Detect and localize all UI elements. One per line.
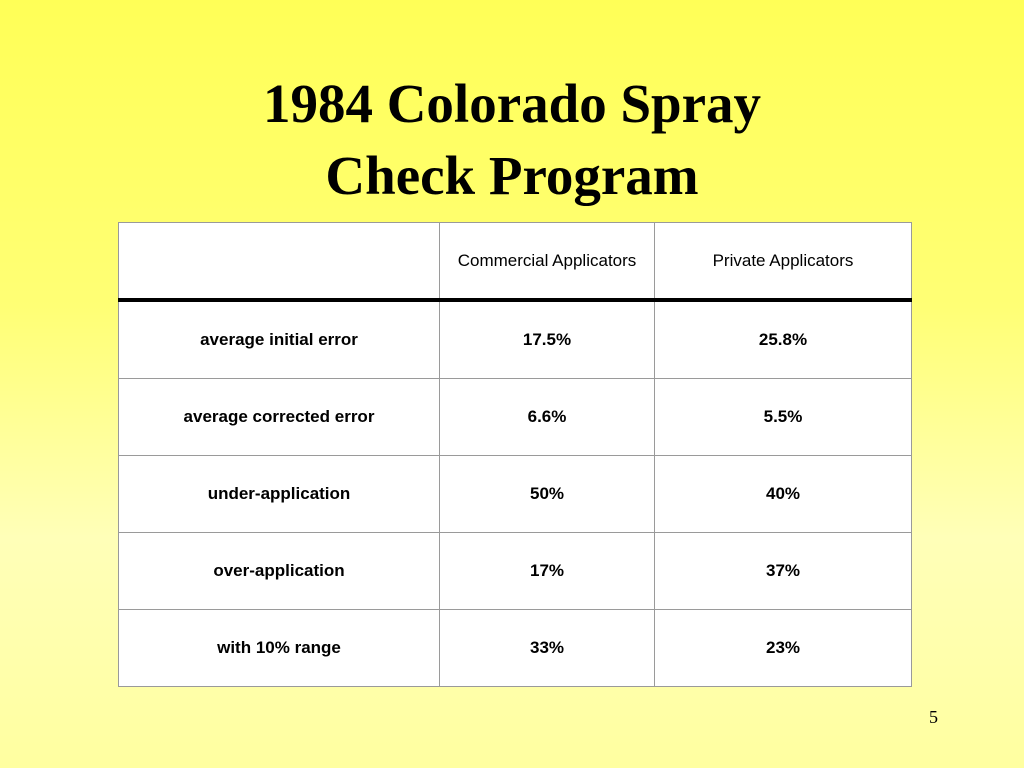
slide-title: 1984 Colorado Spray Check Program xyxy=(0,68,1024,212)
page-number: 5 xyxy=(929,707,938,727)
row-label: under-application xyxy=(118,455,440,533)
private-value: 23% xyxy=(654,609,912,687)
private-value: 5.5% xyxy=(654,378,912,456)
table-header-row: Commercial Applicators Private Applicato… xyxy=(118,222,912,302)
table-row: average corrected error 6.6% 5.5% xyxy=(118,378,912,456)
private-value: 25.8% xyxy=(654,299,912,379)
header-commercial-applicators: Commercial Applicators xyxy=(439,222,655,302)
row-label: over-application xyxy=(118,532,440,610)
header-empty-cell xyxy=(118,222,440,302)
table-row: with 10% range 33% 23% xyxy=(118,609,912,687)
commercial-value: 17.5% xyxy=(439,299,655,379)
commercial-value: 6.6% xyxy=(439,378,655,456)
header-private-applicators: Private Applicators xyxy=(654,222,912,302)
slide-title-line-1: 1984 Colorado Spray xyxy=(262,73,762,134)
slide-title-line-2: Check Program xyxy=(325,145,699,206)
row-label: average corrected error xyxy=(118,378,440,456)
row-label: with 10% range xyxy=(118,609,440,687)
results-table: Commercial Applicators Private Applicato… xyxy=(118,222,912,687)
commercial-value: 50% xyxy=(439,455,655,533)
row-label: average initial error xyxy=(118,299,440,379)
private-value: 37% xyxy=(654,532,912,610)
commercial-value: 33% xyxy=(439,609,655,687)
commercial-value: 17% xyxy=(439,532,655,610)
private-value: 40% xyxy=(654,455,912,533)
table-row: under-application 50% 40% xyxy=(118,455,912,533)
table-row: over-application 17% 37% xyxy=(118,532,912,610)
table-row: average initial error 17.5% 25.8% xyxy=(118,299,912,379)
